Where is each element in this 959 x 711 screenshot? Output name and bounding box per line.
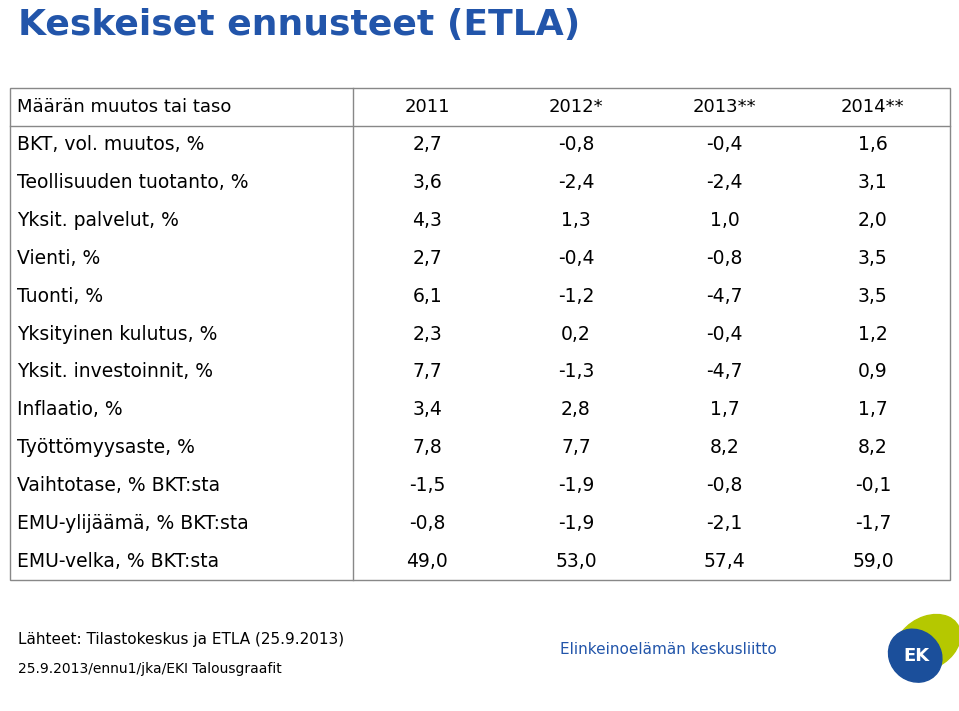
Text: 3,4: 3,4	[412, 400, 442, 419]
Text: 2,8: 2,8	[561, 400, 591, 419]
Text: Yksit. investoinnit, %: Yksit. investoinnit, %	[16, 363, 213, 381]
Text: 59,0: 59,0	[853, 552, 894, 570]
Text: -2,1: -2,1	[706, 514, 742, 533]
Text: 8,2: 8,2	[710, 438, 739, 457]
Text: 3,1: 3,1	[858, 173, 888, 192]
Text: 7,7: 7,7	[561, 438, 591, 457]
Text: 2,0: 2,0	[858, 211, 888, 230]
Text: 2013**: 2013**	[692, 98, 757, 116]
Text: 49,0: 49,0	[407, 552, 448, 570]
Text: -1,2: -1,2	[558, 287, 594, 306]
Text: 3,5: 3,5	[858, 287, 888, 306]
Text: 6,1: 6,1	[412, 287, 442, 306]
Text: Määrän muutos tai taso: Määrän muutos tai taso	[16, 98, 231, 116]
Text: Keskeiset ennusteet (ETLA): Keskeiset ennusteet (ETLA)	[18, 8, 580, 42]
Text: -0,8: -0,8	[409, 514, 446, 533]
Text: EMU-ylijäämä, % BKT:sta: EMU-ylijäämä, % BKT:sta	[16, 514, 248, 533]
Text: 25.9.2013/ennu1/jka/EKI Talousgraafit: 25.9.2013/ennu1/jka/EKI Talousgraafit	[18, 662, 282, 676]
Text: Työttömyysaste, %: Työttömyysaste, %	[16, 438, 195, 457]
Text: 1,0: 1,0	[710, 211, 739, 230]
Text: 4,3: 4,3	[412, 211, 442, 230]
Text: 2012*: 2012*	[549, 98, 603, 116]
Text: 7,7: 7,7	[412, 363, 442, 381]
Text: -0,4: -0,4	[557, 249, 595, 268]
Text: 0,2: 0,2	[561, 324, 591, 343]
Text: 1,7: 1,7	[710, 400, 739, 419]
Text: 3,6: 3,6	[412, 173, 442, 192]
Text: -1,5: -1,5	[409, 476, 446, 495]
Text: Vaihtotase, % BKT:sta: Vaihtotase, % BKT:sta	[16, 476, 220, 495]
Text: -4,7: -4,7	[706, 363, 742, 381]
Text: 2,7: 2,7	[412, 135, 442, 154]
Text: Elinkeinoelämän keskusliitto: Elinkeinoelämän keskusliitto	[560, 643, 777, 658]
Text: 2014**: 2014**	[841, 98, 904, 116]
Text: -1,3: -1,3	[558, 363, 594, 381]
Text: Yksityinen kulutus, %: Yksityinen kulutus, %	[16, 324, 217, 343]
Ellipse shape	[895, 614, 959, 671]
Text: Inflaatio, %: Inflaatio, %	[16, 400, 123, 419]
Text: Lähteet: Tilastokeskus ja ETLA (25.9.2013): Lähteet: Tilastokeskus ja ETLA (25.9.201…	[18, 632, 344, 647]
Text: -1,9: -1,9	[558, 476, 594, 495]
Text: -0,1: -0,1	[854, 476, 891, 495]
Text: 3,5: 3,5	[858, 249, 888, 268]
Text: 2,3: 2,3	[412, 324, 442, 343]
Text: -1,9: -1,9	[558, 514, 594, 533]
Ellipse shape	[888, 629, 942, 682]
Text: -2,4: -2,4	[557, 173, 595, 192]
Text: 1,7: 1,7	[858, 400, 888, 419]
Text: -0,8: -0,8	[706, 249, 742, 268]
Text: 8,2: 8,2	[858, 438, 888, 457]
Text: 1,6: 1,6	[858, 135, 888, 154]
Text: EK: EK	[903, 647, 929, 665]
Text: 2,7: 2,7	[412, 249, 442, 268]
Text: Teollisuuden tuotanto, %: Teollisuuden tuotanto, %	[16, 173, 248, 192]
Text: -0,8: -0,8	[706, 476, 742, 495]
Text: 1,2: 1,2	[858, 324, 888, 343]
Text: Yksit. palvelut, %: Yksit. palvelut, %	[16, 211, 178, 230]
Text: Tuonti, %: Tuonti, %	[16, 287, 103, 306]
Text: 7,8: 7,8	[412, 438, 442, 457]
Text: -0,4: -0,4	[706, 324, 742, 343]
Text: 53,0: 53,0	[555, 552, 596, 570]
Text: 2011: 2011	[405, 98, 450, 116]
Text: BKT, vol. muutos, %: BKT, vol. muutos, %	[16, 135, 204, 154]
Text: EMU-velka, % BKT:sta: EMU-velka, % BKT:sta	[16, 552, 219, 570]
Text: -4,7: -4,7	[706, 287, 742, 306]
Text: 1,3: 1,3	[561, 211, 591, 230]
Text: -0,8: -0,8	[558, 135, 594, 154]
Text: -0,4: -0,4	[706, 135, 742, 154]
Text: 0,9: 0,9	[858, 363, 888, 381]
Text: 57,4: 57,4	[704, 552, 745, 570]
Text: -2,4: -2,4	[706, 173, 742, 192]
Text: Vienti, %: Vienti, %	[16, 249, 100, 268]
Text: -1,7: -1,7	[854, 514, 891, 533]
